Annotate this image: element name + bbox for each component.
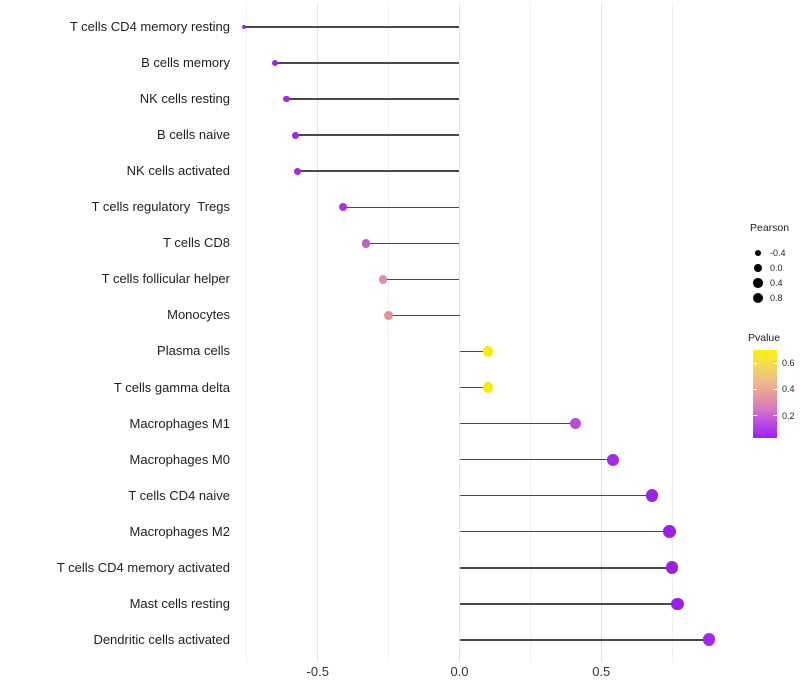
y-axis-label: Mast cells resting [129,595,230,611]
y-axis-label: NK cells resting [139,91,230,107]
pvalue-colorbar [753,350,777,438]
gridline-major [600,3,602,662]
y-axis-label: T cells follicular helper [101,271,230,287]
data-point [665,561,679,574]
y-axis-label: T cells CD4 memory activated [56,559,230,575]
y-axis-label: T cells CD4 naive [128,487,230,503]
y-axis-label: T cells gamma delta [113,379,230,395]
colorbar-tick [753,362,757,364]
y-axis-label: Monocytes [167,307,230,323]
y-axis-label: NK cells activated [126,163,230,179]
data-point [702,633,716,647]
gridline-minor [246,3,248,662]
x-tick-label: -0.5 [306,664,329,679]
lollipop-stem [297,170,460,172]
lollipop-stem [459,530,670,533]
gridline-major [317,3,319,662]
lollipop-stem [459,494,653,497]
legend-size-label: 0.8 [770,293,783,303]
legend-size-dot [753,263,763,273]
lollipop-stem [459,386,488,389]
y-axis-label: Macrophages M2 [129,523,230,539]
colorbar-tick [753,388,757,390]
colorbar-tick [773,388,777,390]
y-axis-label: Dendritic cells activated [93,631,230,647]
data-point [671,597,685,611]
y-axis-label: Macrophages M0 [129,451,230,467]
data-point [361,239,371,248]
lollipop-stem [459,350,488,353]
colorbar-tick [773,415,777,417]
lollipop-stem [295,134,460,136]
legend-size-label: 0.4 [770,278,783,288]
lollipop-stem [343,206,460,208]
colorbar-tick-label: 0.2 [782,410,795,421]
y-axis-label: T cells CD8 [163,235,230,251]
y-axis-label: T cells regulatory Tregs [91,199,230,215]
data-point [569,417,582,430]
lollipop-stem [388,314,460,317]
legend-pvalue-title: Pvalue [748,332,781,344]
data-point [272,59,279,67]
lollipop-stem [459,603,678,605]
data-point [606,453,619,466]
gridline-minor [529,3,531,662]
gridline-minor [671,3,673,662]
lollipop-stem [244,26,460,28]
legend-size-dot [753,278,763,288]
data-point [378,274,388,284]
lollipop-stem [459,458,613,461]
data-point [663,525,676,538]
colorbar-tick [753,415,757,417]
data-point [646,489,659,502]
legend-size-dot [752,292,764,304]
lollipop-stem [365,242,460,245]
data-point [294,167,302,175]
legend-size-label: 0.0 [770,263,783,273]
lollipop-stem [275,62,460,64]
data-point [482,382,494,393]
y-axis-label: B cells naive [157,127,230,143]
data-point [283,95,290,103]
data-point [482,346,494,357]
y-axis-label: B cells memory [141,55,230,71]
y-axis-label: Macrophages M1 [129,415,230,431]
x-tick-label: 0.0 [450,664,469,679]
colorbar-tick-label: 0.6 [782,358,795,369]
legend-size-dot [754,249,762,257]
gridline-major [459,3,460,662]
data-point [291,131,299,139]
colorbar-tick [773,362,777,364]
data-point [242,25,246,29]
data-point [339,203,348,212]
gridline-minor [388,3,390,662]
colorbar-tick-label: 0.4 [782,384,795,395]
legend-pearson-title: Pearson [750,222,790,234]
lollipop-stem [459,567,673,569]
legend-size-label: -0.4 [770,248,786,258]
x-tick-label: 0.5 [592,664,611,679]
data-point [384,310,394,320]
lollipop-stem [382,278,460,281]
y-axis-label: T cells CD4 memory resting [69,19,230,34]
lollipop-stem [459,639,709,641]
y-axis-label: Plasma cells [157,343,230,359]
lollipop-stem [286,98,460,100]
lollipop-stem [459,422,576,425]
